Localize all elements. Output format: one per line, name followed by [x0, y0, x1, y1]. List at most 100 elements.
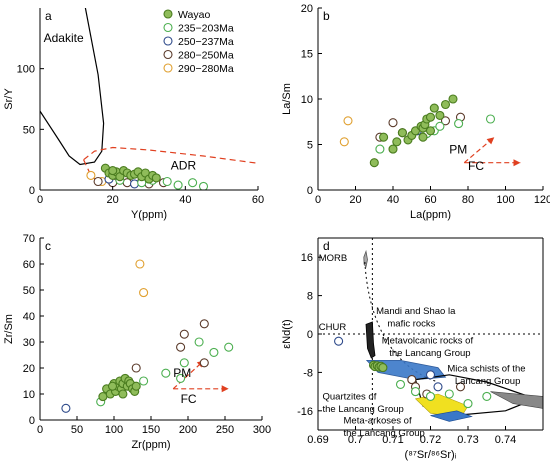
x-tick-label: 200: [179, 424, 197, 436]
panel-letter: a: [45, 9, 52, 23]
adr-dashed-curve: [83, 146, 258, 164]
field-label: mafic rocks: [387, 318, 435, 329]
field-label: the Lancang Group: [389, 348, 470, 359]
y-tick-label: 5: [307, 140, 313, 152]
x-tick-label: 0: [37, 194, 43, 206]
x-tick-label: 0.72: [420, 434, 441, 446]
x-tick-label: 20: [107, 194, 119, 206]
legend-marker: [163, 49, 173, 60]
y-axis-title: Zr/Sm: [3, 314, 15, 344]
x-tick-label: 100: [105, 424, 123, 436]
data-point-Wayao: [440, 99, 451, 110]
y-tick-label: 0: [307, 185, 313, 197]
x-tick-label: 0: [37, 424, 43, 436]
y-tick-label: 10: [301, 94, 313, 106]
data-point-g290: [135, 259, 145, 269]
data-point-g280: [93, 176, 103, 187]
plot-content-b: [339, 94, 521, 168]
pm-trend-arrow: [172, 359, 205, 390]
legend-entry: 250−237Ma: [178, 36, 234, 48]
legend-entry: 290−280Ma: [178, 63, 234, 75]
x-axis-title: Y(ppm): [131, 209, 167, 221]
plot-content-d: [318, 238, 543, 430]
legend-marker: [163, 36, 173, 46]
field-label: the Lancang Group: [323, 404, 404, 415]
data-point-g280: [179, 329, 189, 339]
arrow-head: [221, 385, 229, 393]
x-tick-label: 50: [71, 424, 83, 436]
x-tick-label: 20: [349, 194, 361, 206]
data-point-Wayao: [425, 126, 436, 136]
y-axis-title: Sr/Y: [3, 88, 15, 110]
field-label: the Lancang Group: [344, 428, 425, 439]
field-label: Quartzites of: [323, 391, 377, 402]
plot-content-c: [61, 259, 234, 413]
data-point-Wayao: [397, 128, 407, 138]
data-point-g235: [410, 387, 421, 397]
x-axis-title: Zr(ppm): [131, 439, 170, 451]
y-tick-label: 20: [23, 363, 35, 375]
data-point-g280: [407, 375, 417, 385]
panel-c: 0 50 100 150 200 250 300 0 10 20 30 40 50 60 70 Zr(ppm)…: [3, 233, 271, 451]
annotation-label: FC: [181, 392, 197, 406]
data-point-g280: [440, 116, 451, 126]
panel-letter: b: [323, 9, 330, 23]
meta-arkoses-field: [430, 410, 473, 422]
y-axis-title: La/Sm: [281, 83, 293, 115]
x-tick-label: 100: [496, 194, 514, 206]
data-point-g250: [61, 403, 71, 413]
panel-a: 0 20 40 60 0 50 100 Y(ppm) Sr/Y a Adakite ADR Wayao 2…: [3, 8, 264, 221]
panel-d: 0.69 0.7 0.71 0.72 0.73 0.74 -16 -8 0 8 16 (⁸⁷Sr/⁸⁶…: [281, 237, 544, 461]
x-tick-label: 120: [534, 194, 550, 206]
data-point-g235: [395, 379, 406, 389]
y-tick-label: 16: [301, 252, 313, 264]
data-point-g250: [129, 179, 140, 189]
data-point-g235: [224, 342, 234, 352]
x-tick-label: 0.71: [382, 434, 403, 446]
y-tick-label: 50: [23, 124, 35, 136]
data-point-g235: [194, 337, 204, 347]
data-point-Wayao: [378, 363, 388, 373]
data-point-Wayao: [151, 173, 161, 183]
x-tick-label: 300: [253, 424, 271, 436]
panel-letter: d: [323, 239, 330, 253]
x-tick-label: 0.74: [495, 434, 516, 446]
data-point-g235: [161, 368, 171, 378]
field-label: CHUR: [319, 322, 347, 333]
data-point-g235: [375, 144, 385, 154]
x-tick-label: 80: [462, 194, 474, 206]
y-axis-title: εNd(t): [281, 319, 293, 348]
x-tick-label: 0: [315, 194, 321, 206]
annotation-label: ADR: [171, 158, 197, 172]
data-point-g290: [339, 137, 349, 147]
y-tick-label: 70: [23, 233, 35, 245]
y-tick-label: 0: [29, 415, 35, 427]
data-point-g235: [435, 121, 445, 131]
data-point-g235: [188, 178, 198, 188]
data-point-g235: [444, 389, 454, 399]
y-tick-label: 8: [307, 291, 313, 303]
data-point-Wayao: [118, 389, 128, 399]
legend-entry: 280−250Ma: [178, 50, 234, 62]
field-label: MORB: [319, 253, 348, 264]
adr-dashed-curve: [83, 159, 103, 186]
x-axis-title: (⁸⁷Sr/⁸⁶Sr)ᵢ: [405, 449, 457, 461]
x-tick-label: 60: [252, 194, 264, 206]
data-point-g250: [334, 336, 344, 346]
data-point-Wayao: [108, 166, 118, 176]
y-tick-label: -16: [297, 406, 313, 418]
data-point-Wayao: [425, 112, 436, 122]
data-point-Wayao: [107, 381, 118, 391]
data-point-g290: [343, 116, 353, 126]
x-tick-label: 0.7: [348, 434, 363, 446]
adakite-boundary-curve: [40, 8, 105, 166]
y-tick-label: 15: [301, 49, 313, 61]
data-point-g280: [388, 118, 398, 128]
y-tick-label: 0: [29, 185, 35, 197]
y-tick-label: 30: [23, 337, 35, 349]
data-point-g280: [199, 358, 209, 368]
x-tick-label: 60: [424, 194, 436, 206]
field-label: Meta-arkoses of: [344, 415, 412, 426]
arrow-head: [486, 137, 495, 145]
